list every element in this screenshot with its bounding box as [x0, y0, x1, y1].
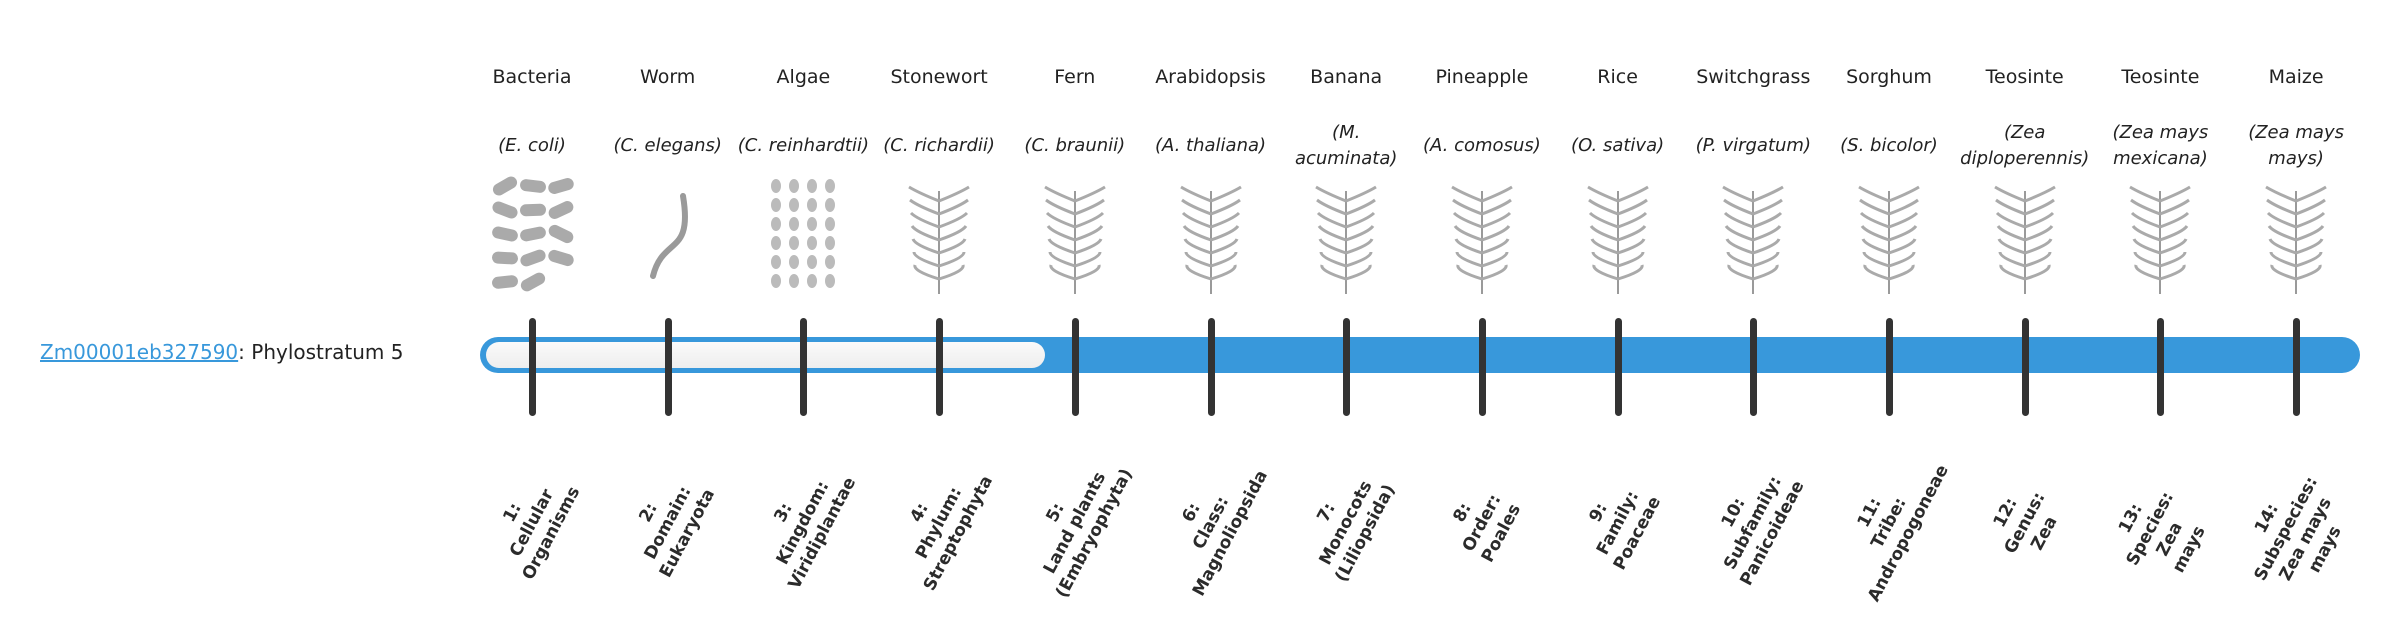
organism-species: (O. sativa)	[1571, 135, 1665, 156]
organism-species: (S. bicolor)	[1840, 135, 1938, 156]
stratum-tick	[800, 318, 808, 416]
organism-name: Teosinte	[1985, 66, 2064, 88]
teosinte-illustration	[1957, 176, 2093, 298]
stratum-tick	[1614, 318, 1622, 416]
organism-name: Teosinte	[2121, 66, 2200, 88]
organism-species: (A. thaliana)	[1154, 135, 1267, 156]
organism-species: (Zea diploperennis)	[1960, 122, 2090, 169]
organism-name: Banana	[1310, 66, 1383, 88]
organism-species: (C. reinhardtii)	[737, 135, 870, 156]
stratum-tick	[936, 318, 944, 416]
bacteria-illustration	[464, 176, 600, 298]
gene-label: Zm00001eb327590: Phylostratum 5	[40, 340, 403, 364]
organism-species: (M. acuminata)	[1294, 122, 1398, 169]
organism-species: (Zea mays mays)	[2248, 122, 2344, 169]
organism-name: Algae	[776, 66, 831, 88]
organism-species: (C. richardii)	[883, 135, 995, 156]
bar-empty-section	[486, 342, 1045, 368]
stratum-label: 4: Phylum: Streptophyta	[872, 437, 1005, 609]
organism-species: (C. elegans)	[613, 135, 722, 156]
banana-illustration	[1278, 176, 1414, 298]
stratum-tick	[664, 318, 672, 416]
sorghum-illustration	[1821, 176, 1957, 298]
stratum-label: 5: Land plants (Embryophyta)	[1008, 437, 1141, 609]
stratum-label: 3: Kingdom: Viridiplantae	[737, 437, 870, 609]
phylostratum-text: : Phylostratum 5	[238, 340, 404, 364]
organism-name: Sorghum	[1846, 66, 1932, 88]
rice-illustration	[1550, 176, 1686, 298]
algae-illustration	[735, 176, 871, 298]
organism-species: (P. virgatum)	[1695, 135, 1811, 156]
organism-name: Arabidopsis	[1155, 66, 1266, 88]
organism-species: (A. comosus)	[1423, 135, 1541, 156]
organism-name: Bacteria	[492, 66, 572, 88]
stratum-tick	[1886, 318, 1893, 416]
organism-name: Stonewort	[890, 66, 988, 88]
organism-name: Fern	[1054, 66, 1096, 88]
stratum-label: 9: Family: Poaceae	[1551, 437, 1684, 609]
stonewort-illustration	[871, 176, 1007, 298]
organism-species: (Zea mays mexicana)	[2112, 122, 2209, 169]
stratum-tick	[2293, 318, 2301, 416]
stratum-label: 1: Cellular Organisms	[465, 437, 598, 609]
stratum-label: 12: Genus: Zea	[1958, 437, 2091, 609]
stratum-tick	[1207, 318, 1215, 416]
organism-species: (C. braunii)	[1024, 135, 1126, 156]
stratum-label: 7: Monocots (Liliopsida)	[1279, 437, 1412, 609]
organism-name: Switchgrass	[1696, 66, 1811, 88]
stratum-tick	[1343, 318, 1351, 416]
phylostratum-bar	[480, 337, 2360, 373]
stratum-label: 2: Domain: Eukaryota	[601, 437, 734, 609]
stratum-tick	[1750, 318, 1758, 416]
pineapple-illustration	[1414, 176, 1550, 298]
organism-species: (E. coli)	[498, 135, 566, 156]
stratum-label: 11: Tribe: Andropogoneae	[1822, 437, 1955, 609]
maize-illustration	[2228, 176, 2364, 298]
switchgrass-illustration	[1685, 176, 1821, 298]
fern-illustration	[1007, 176, 1143, 298]
stratum-label: 10: Subfamily: Panicoideae	[1687, 437, 1820, 609]
gene-id-link[interactable]: Zm00001eb327590	[40, 340, 239, 364]
organism-name: Worm	[640, 66, 696, 88]
worm-illustration	[600, 176, 736, 298]
arabidopsis-illustration	[1143, 176, 1279, 298]
organism-name: Maize	[2268, 66, 2324, 88]
stratum-tick	[2021, 318, 2029, 416]
stratum-label: 13: Species: Zea mays	[2084, 443, 2237, 625]
organism-name: Rice	[1597, 66, 1638, 88]
stratum-tick	[529, 318, 536, 416]
stratum-label: 6: Class: Magnoliopsida	[1144, 437, 1277, 609]
organism-name: Pineapple	[1435, 66, 1529, 88]
stratum-tick	[2157, 318, 2165, 416]
teosinte-illustration	[2092, 176, 2228, 298]
stratum-label: 14: Subspecies: Zea mays mays	[2220, 443, 2373, 625]
stratum-tick	[1478, 318, 1486, 416]
stratum-label: 8: Order: Poales	[1415, 437, 1548, 609]
stratum-tick	[1071, 318, 1079, 416]
